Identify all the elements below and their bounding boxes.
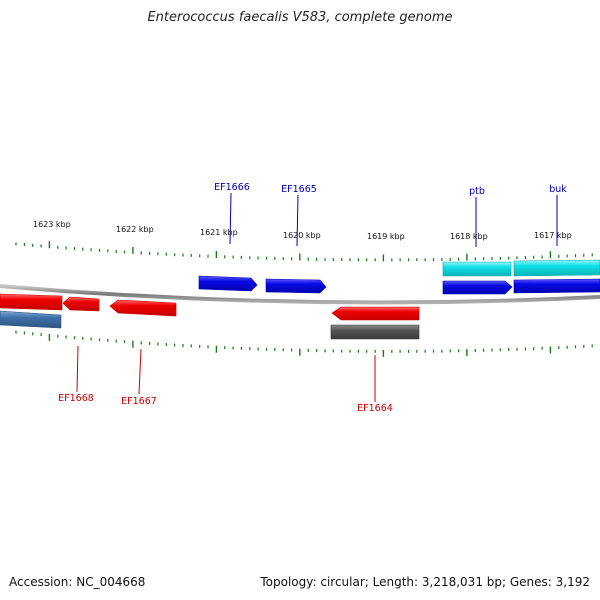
gene-buk-rna-block[interactable] (513, 259, 600, 277)
gene-label-buk[interactable]: buk (549, 184, 567, 195)
leader-line (229, 192, 232, 245)
kbp-label: 1620 kbp (283, 231, 321, 240)
scale-ticks-inner (15, 330, 593, 357)
genome-backbone (0, 284, 600, 305)
gene-ef1666-arrow[interactable] (198, 275, 258, 292)
kbp-label: 1619 kbp (367, 232, 405, 241)
gene-ptb-arrow[interactable] (442, 280, 513, 295)
gene-ef1668c-arrow[interactable] (0, 310, 62, 329)
kbp-label: 1623 kbp (33, 220, 71, 229)
gene-ef1664-arrow[interactable] (331, 306, 420, 321)
gene-label-ptb[interactable]: ptb (469, 186, 485, 197)
kbp-label: 1618 kbp (450, 232, 488, 241)
gene-label-ef1666[interactable]: EF1666 (214, 182, 250, 193)
kbp-label: 1622 kbp (116, 225, 154, 234)
scale-labels: 1623 kbp 1622 kbp 1621 kbp 1620 kbp 1619… (33, 220, 572, 241)
gene-labels: EF1666 EF1665 ptb buk EF1668 EF1667 EF16… (58, 182, 567, 414)
scale-ticks-outer (15, 241, 593, 262)
kbp-label: 1617 kbp (534, 231, 572, 240)
leader-line (138, 348, 142, 395)
kbp-label: 1621 kbp (200, 228, 238, 237)
gene-label-ef1667[interactable]: EF1667 (121, 396, 157, 407)
gene-ef1668-arrow[interactable] (0, 293, 63, 311)
gene-ef1668b-arrow[interactable] (62, 296, 100, 312)
leader-line (76, 345, 79, 393)
gene-ptb-rna-block[interactable] (442, 261, 512, 277)
accession-text: Accession: NC_004668 (9, 575, 146, 589)
gene-label-ef1664[interactable]: EF1664 (357, 403, 393, 414)
gene-ef1667-arrow[interactable] (109, 299, 177, 317)
gene-features (0, 259, 600, 340)
genome-info-text: Topology: circular; Length: 3,218,031 bp… (260, 575, 590, 589)
gene-label-ef1668[interactable]: EF1668 (58, 393, 94, 404)
gene-ef1665-arrow[interactable] (265, 278, 327, 294)
leader-line (296, 194, 299, 247)
map-title: Enterococcus faecalis V583, complete gen… (147, 10, 453, 25)
gene-label-ef1665[interactable]: EF1665 (281, 184, 317, 195)
gene-ef1664b-block[interactable] (330, 324, 420, 340)
gene-buk-arrow[interactable] (513, 278, 600, 294)
